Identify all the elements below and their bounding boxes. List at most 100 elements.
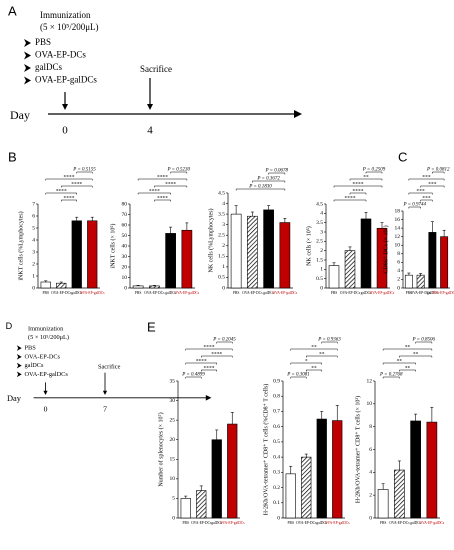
y-tick-label: 35 (170, 378, 176, 384)
bullet (24, 76, 31, 85)
y-tick-label: 30 (170, 398, 176, 404)
timeline-dose: (5 × 10⁵/200μL) (28, 334, 69, 341)
y-tick-label: 0 (320, 285, 323, 291)
y-tick-label: 4 (369, 470, 372, 476)
significance-label: P = 0.4899 (181, 373, 205, 378)
x-tick-label: OVA-EP-DCs (51, 291, 72, 295)
day-arrowhead (102, 390, 108, 395)
x-tick-label: OVA-EP-DCs (340, 291, 361, 295)
group-label: OVA-EP-galDCs (35, 75, 97, 85)
y-tick-label: 6 (32, 213, 35, 219)
significance-label: P = 0.0812 (426, 168, 450, 173)
y-tick-label: 0 (32, 285, 35, 291)
y-tick-label: 0 (124, 285, 127, 291)
x-tick-label: galDCs (427, 291, 438, 295)
event-label: Sacrifice (140, 64, 172, 74)
x-tick-label: PBS (331, 291, 337, 295)
x-tick-label: PBS (380, 521, 386, 525)
significance-label: *** (422, 196, 431, 202)
y-tick-label: 0 (397, 285, 400, 291)
significance-label: **** (56, 189, 67, 195)
y-tick-label: 60 (122, 222, 128, 228)
bar (394, 469, 405, 519)
y-tick-label: 4 (32, 237, 35, 243)
timeline-title: Immunization (28, 326, 64, 333)
y-tick-label: 4.5 (218, 190, 225, 196)
bar (165, 233, 176, 289)
y-tick-label: 2 (369, 492, 372, 498)
x-tick-label: OVA-EP-DCs (296, 521, 317, 525)
y-tick-label: 14 (395, 225, 401, 231)
panel-label: B (8, 149, 17, 164)
bar (181, 229, 193, 289)
y-axis-label: Number of splenocytes (× 10⁷) (157, 412, 164, 486)
y-tick-label: 10 (122, 275, 128, 281)
event-label: Sacrifice (98, 363, 121, 370)
y-tick-label: 3 (222, 222, 225, 228)
significance-label: ** (363, 175, 369, 181)
panel-label: D (6, 321, 13, 331)
significance-label: ** (311, 345, 317, 351)
y-tick-label: 0 (172, 515, 175, 521)
day-arrowhead (62, 104, 68, 110)
group-label: OVA-EP-galDCs (25, 371, 69, 378)
significance-label: P = 0.3081 (286, 373, 310, 378)
bar (344, 250, 356, 289)
bar (247, 215, 258, 289)
y-tick-label: 10 (395, 242, 401, 248)
timeline-dose: (5 × 10⁵/200μL) (40, 22, 99, 32)
y-tick-label: 0.6 (273, 424, 280, 430)
timeline: A Immunization (5 × 10⁵/200μL) PBS OVA-EP-DC… (8, 3, 302, 137)
bar (196, 490, 207, 519)
y-tick-label: 4 (222, 201, 225, 207)
significance-label: **** (196, 359, 207, 365)
y-tick-label: 16 (395, 217, 401, 223)
significance-label: ** (397, 359, 403, 365)
y-tick-label: 25 (170, 417, 176, 423)
significance-label: *** (422, 175, 431, 181)
bullet (24, 39, 31, 47)
bar (404, 274, 413, 289)
y-tick-label: 40 (122, 243, 128, 249)
y-tick-label: 4 (320, 211, 323, 217)
bar (328, 265, 340, 289)
x-tick-label: OVA-EP-galDCs (80, 291, 105, 295)
y-tick-label: 6 (397, 260, 400, 266)
x-tick-label: galDCs (410, 521, 421, 525)
day-arrowhead (43, 390, 48, 395)
bullet (24, 51, 31, 60)
y-tick-label: 0.7 (273, 409, 280, 415)
x-tick-label: OVA-EP-DCs (191, 521, 212, 525)
bar (132, 285, 144, 289)
bar (332, 420, 343, 519)
axis-arrow (294, 110, 302, 118)
group-label: galDCs (25, 362, 44, 369)
significance-label: **** (64, 175, 75, 181)
x-tick-label: PBS (288, 521, 294, 525)
group-label: PBS (25, 345, 37, 352)
y-tick-label: 0 (277, 515, 280, 521)
y-tick-label: 1 (320, 267, 323, 273)
x-tick-label: PBS (406, 291, 412, 295)
significance-label: **** (353, 189, 364, 195)
significance-label: * (305, 359, 308, 365)
x-tick-label: galDCs (71, 291, 82, 295)
axis-arrow (205, 395, 212, 401)
bar (71, 220, 82, 289)
bar (230, 213, 242, 289)
y-tick-label: 10 (367, 401, 373, 407)
x-tick-label: galDCs (211, 521, 222, 525)
y-tick-label: 0.4 (273, 454, 280, 460)
x-tick-label: OVA-EP-galDCs (175, 291, 200, 295)
day-arrowhead (147, 104, 153, 110)
y-tick-label: 8 (369, 424, 372, 430)
x-tick-label: PBS (43, 291, 49, 295)
day-label: 4 (147, 125, 153, 137)
x-tick-label: galDCs (361, 291, 372, 295)
y-tick-label: 0.5 (273, 439, 280, 445)
bar (40, 281, 51, 289)
axis-label: Day (7, 394, 22, 403)
bullet (16, 371, 22, 378)
bar (377, 489, 389, 519)
y-tick-label: 5 (172, 496, 175, 502)
